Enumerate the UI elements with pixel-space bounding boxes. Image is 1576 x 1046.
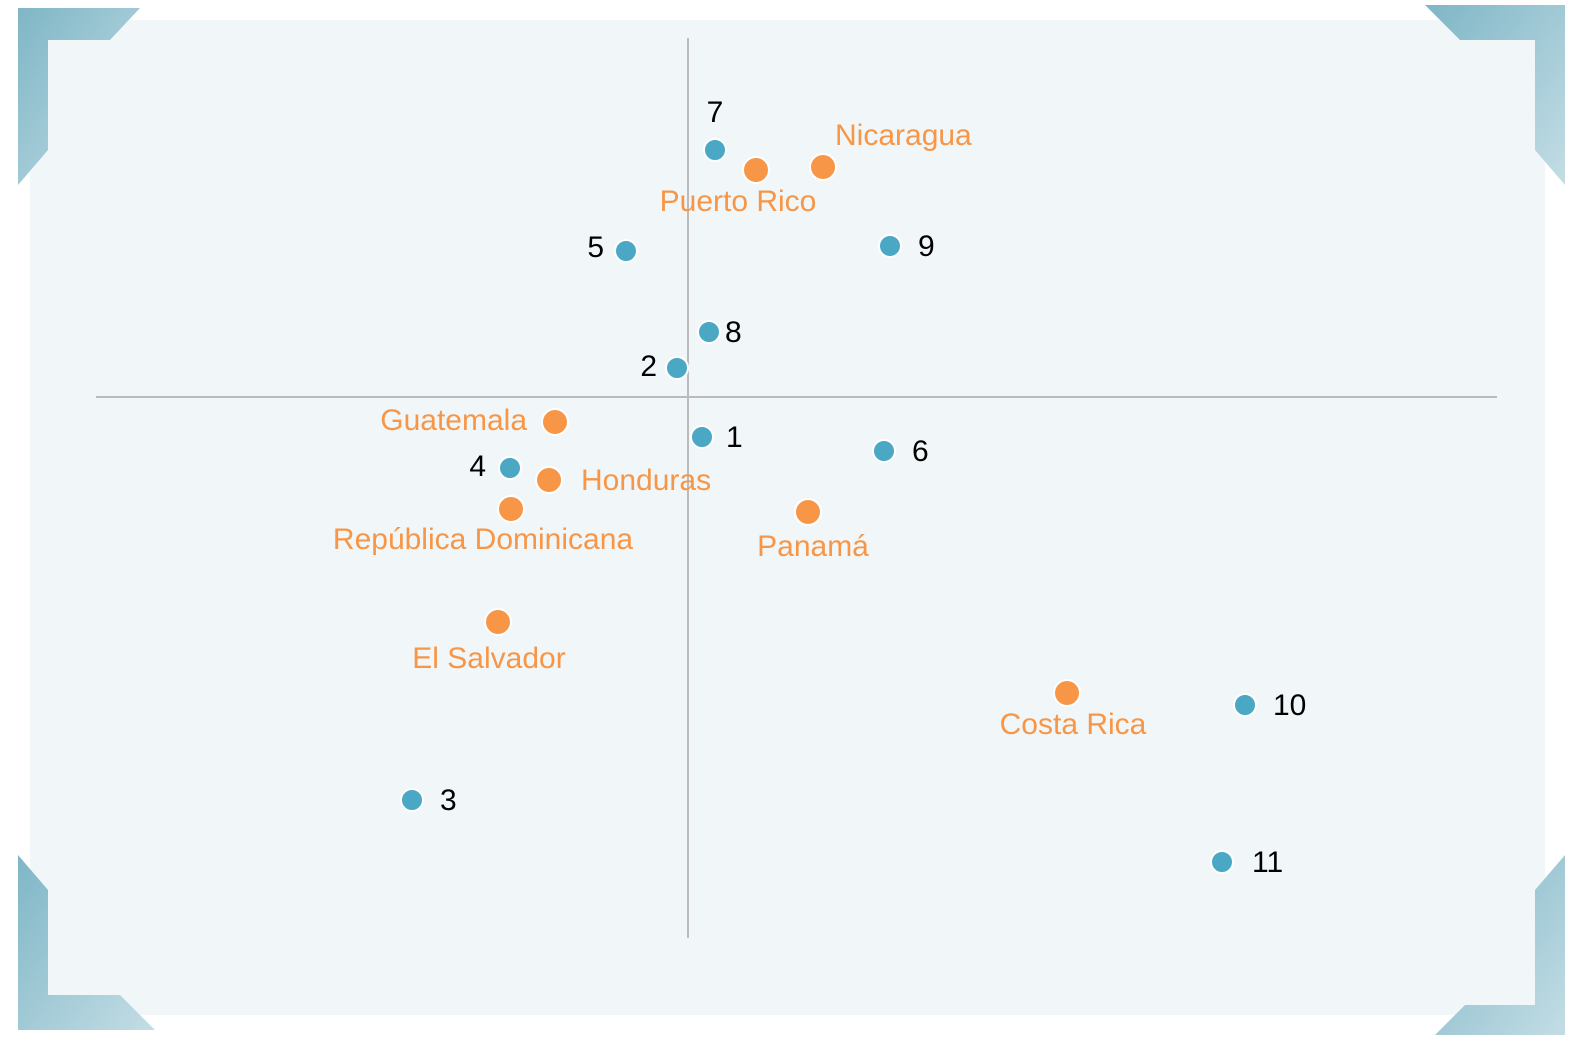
data-point <box>400 788 424 812</box>
data-point <box>1233 693 1257 717</box>
data-point <box>484 608 512 636</box>
data-point <box>809 153 837 181</box>
data-point <box>614 239 638 263</box>
corner-decoration <box>1435 855 1565 1035</box>
data-point <box>497 495 525 523</box>
point-label: Costa Rica <box>1000 708 1147 741</box>
point-label: El Salvador <box>412 642 565 675</box>
data-point <box>742 156 770 184</box>
data-point <box>535 466 563 494</box>
plot-background <box>30 20 1545 1015</box>
corner-decoration <box>18 855 155 1030</box>
point-label: Honduras <box>581 464 711 497</box>
data-point <box>1053 679 1081 707</box>
data-point <box>872 439 896 463</box>
point-label: Panamá <box>757 530 869 563</box>
data-point <box>878 234 902 258</box>
point-label: 9 <box>918 230 935 263</box>
point-label: 7 <box>707 96 724 129</box>
point-label: 2 <box>640 350 657 383</box>
point-label: 1 <box>726 421 743 454</box>
point-label: 3 <box>440 784 457 817</box>
point-label: Guatemala <box>380 404 527 437</box>
point-label: Puerto Rico <box>660 185 817 218</box>
corner-decoration <box>1425 5 1565 185</box>
data-point <box>794 498 822 526</box>
point-label: República Dominicana <box>333 523 633 556</box>
data-point <box>1210 850 1234 874</box>
point-label: 8 <box>725 316 742 349</box>
data-point <box>703 138 727 162</box>
point-label: 11 <box>1252 846 1283 879</box>
plot-area: 1 2 3 4 5 6 7 8 9 10 11 Nicaragua Puerto Rico Guatema… <box>96 38 1497 938</box>
data-point <box>697 320 721 344</box>
data-point <box>541 408 569 436</box>
data-point <box>665 356 689 380</box>
point-label: 4 <box>469 450 486 483</box>
point-label: 5 <box>587 231 604 264</box>
point-label: 10 <box>1273 689 1306 722</box>
data-point <box>690 425 714 449</box>
point-label: Nicaragua <box>835 119 972 152</box>
corner-decoration <box>18 8 140 185</box>
data-point <box>498 456 522 480</box>
point-label: 6 <box>912 435 929 468</box>
